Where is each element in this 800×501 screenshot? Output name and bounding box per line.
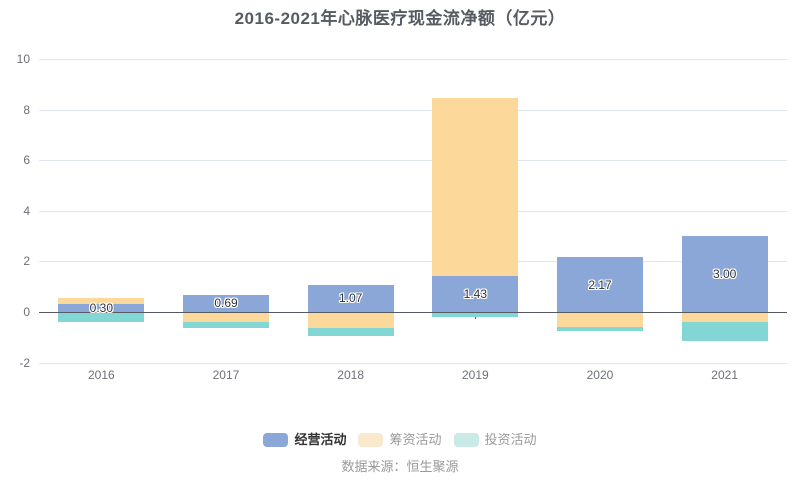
bar-2021-series-0[interactable] [681, 236, 768, 312]
bar-2016-series-2[interactable] [58, 313, 145, 323]
legend-label: 筹资活动 [389, 432, 442, 447]
y-axis-tick-label: 10 [16, 52, 30, 66]
y-axis-tick-label: -2 [19, 355, 30, 370]
chart-legend: 经营活动 筹资活动 投资活动 [0, 433, 800, 447]
bar-value-label: 1.43 [463, 286, 487, 301]
x-axis-label-2020: 2020 [586, 368, 614, 382]
gridline-y-2 [39, 261, 787, 263]
x-axis-label-2019: 2019 [461, 368, 489, 382]
y-axis-tick-label: 4 [23, 203, 30, 218]
gridline-y-6 [39, 160, 787, 162]
chart-title: 2016-2021年心脉医疗现金流净额（亿元） [234, 9, 566, 28]
bar-2016-series-1[interactable] [58, 298, 145, 305]
bar-value-label: 2.17 [588, 277, 612, 292]
gridline-y--2 [39, 362, 787, 364]
bar-2017-series-2[interactable] [183, 322, 269, 328]
bar-2018-series-0[interactable] [307, 284, 394, 312]
bar-2018-series-2[interactable] [307, 327, 394, 336]
y-axis-tick-label: 2 [23, 254, 30, 269]
bar-2019-series-1[interactable] [432, 97, 519, 276]
bar-2020-series-0[interactable] [557, 257, 643, 312]
x-axis-label-2018: 2018 [337, 368, 364, 382]
x-axis-label-2021: 2021 [711, 368, 738, 382]
gridline-y-8 [39, 109, 787, 111]
bar-2020-series-2[interactable] [557, 326, 643, 332]
gridline-y-10 [39, 59, 787, 60]
y-axis-tick-label: 8 [23, 102, 30, 117]
bar-value-label: 0.69 [214, 296, 238, 311]
bar-2016-series-0[interactable] [58, 304, 145, 312]
bar-2018-series-1[interactable] [307, 313, 394, 328]
x-axis-label-2017: 2017 [212, 368, 240, 382]
legend-label: 经营活动 [294, 432, 347, 447]
x-axis-label-2016: 2016 [87, 368, 115, 382]
legend-label: 投资活动 [484, 432, 537, 447]
bar-2021-series-2[interactable] [681, 322, 768, 342]
bar-2020-series-1[interactable] [557, 313, 643, 327]
legend-item-1[interactable]: 筹资活动 [358, 432, 442, 447]
legend-swatch-icon [263, 433, 289, 447]
bar-2017-series-0[interactable] [183, 294, 269, 312]
bar-value-label: 3.00 [712, 267, 737, 282]
bar-2021-series-1[interactable] [681, 313, 768, 323]
bar-2019-series-2[interactable] [432, 313, 519, 317]
legend-item-2[interactable]: 投资活动 [453, 432, 537, 447]
y-axis-tick-label: 6 [23, 153, 30, 168]
y-axis-tick-label: 0 [23, 305, 30, 319]
data-source-note: 数据来源：恒生聚源 [341, 459, 459, 474]
x-axis-line [39, 312, 787, 313]
bar-2019-series-0[interactable] [432, 275, 519, 312]
bar-2017-series-1[interactable] [183, 313, 269, 323]
bar-value-label: 0.30 [89, 301, 113, 316]
legend-swatch-icon [453, 433, 479, 447]
legend-swatch-icon [358, 433, 384, 447]
legend-item-0[interactable]: 经营活动 [263, 433, 346, 447]
bar-value-label: 1.07 [338, 291, 363, 306]
gridline-y-4 [39, 210, 787, 212]
